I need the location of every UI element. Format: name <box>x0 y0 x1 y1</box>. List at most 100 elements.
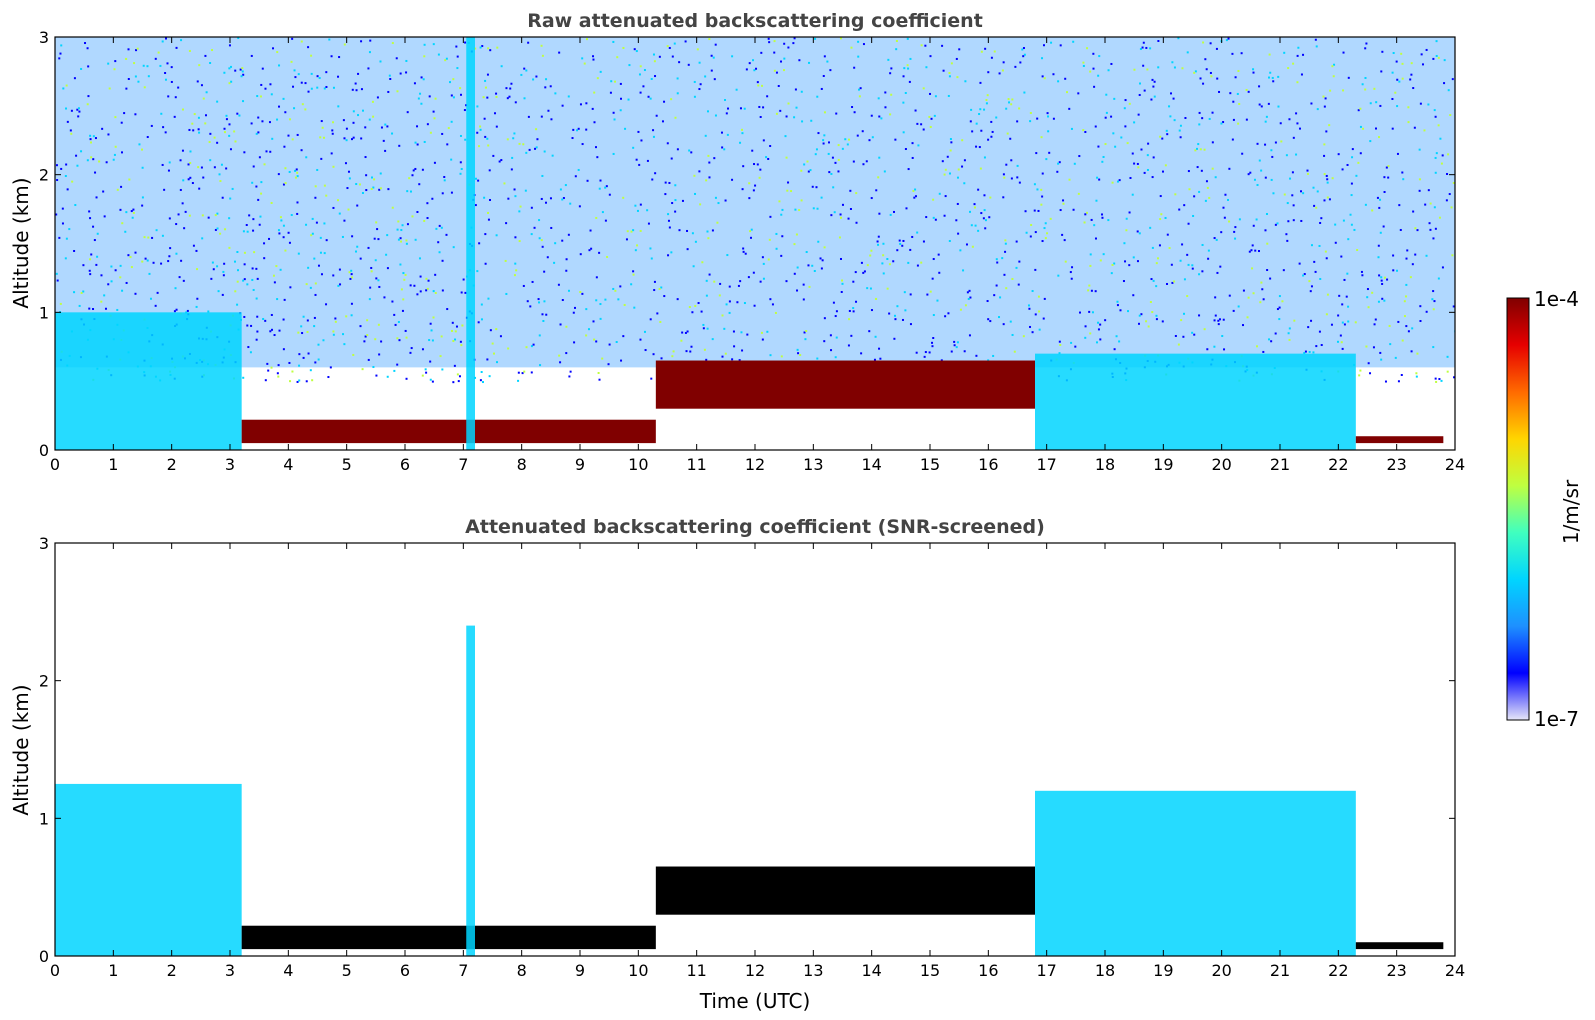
heatmap-speckle <box>259 95 262 98</box>
heatmap-speckle <box>1315 45 1318 48</box>
heatmap-speckle <box>1410 73 1413 76</box>
heatmap-speckle <box>717 202 720 205</box>
heatmap-speckle <box>404 329 407 332</box>
x-tick-label: 2 <box>167 455 177 474</box>
heatmap-speckle <box>995 284 998 287</box>
heatmap-speckle <box>477 179 480 182</box>
heatmap-speckle <box>877 243 880 246</box>
heatmap-speckle <box>1350 223 1353 226</box>
heatmap-speckle <box>953 344 956 347</box>
heatmap-speckle <box>835 112 838 115</box>
heatmap-speckle <box>300 149 303 152</box>
heatmap-speckle <box>820 267 823 270</box>
heatmap-speckle <box>268 121 271 124</box>
heatmap-speckle <box>1206 186 1209 189</box>
heatmap-speckle <box>971 245 974 248</box>
heatmap-speckle <box>373 178 376 181</box>
heatmap-feature-low-cloud-band <box>1355 942 1444 950</box>
heatmap-speckle <box>1421 63 1424 66</box>
heatmap-speckle <box>1438 216 1441 219</box>
heatmap-speckle <box>622 335 625 338</box>
heatmap-speckle <box>1395 60 1398 63</box>
heatmap-speckle <box>1413 126 1416 129</box>
heatmap-speckle <box>372 186 375 189</box>
heatmap-speckle <box>306 319 309 322</box>
heatmap-speckle <box>460 344 463 347</box>
heatmap-speckle <box>240 75 243 78</box>
heatmap-speckle <box>537 298 540 301</box>
heatmap-speckle <box>1155 285 1158 288</box>
heatmap-speckle <box>94 137 97 140</box>
heatmap-speckle <box>291 37 294 40</box>
heatmap-speckle <box>1177 343 1180 346</box>
heatmap-speckle <box>1292 204 1295 207</box>
heatmap-speckle <box>1267 102 1270 105</box>
heatmap-speckle <box>1198 111 1201 114</box>
heatmap-speckle <box>289 380 292 383</box>
heatmap-speckle <box>1341 321 1344 324</box>
heatmap-speckle <box>1099 323 1102 326</box>
heatmap-speckle <box>1184 117 1187 120</box>
x-tick-label: 14 <box>861 961 881 980</box>
heatmap-speckle <box>1375 127 1378 130</box>
heatmap-speckle <box>279 268 282 271</box>
heatmap-speckle <box>862 43 865 46</box>
heatmap-speckle <box>894 138 897 141</box>
heatmap-speckle <box>446 143 449 146</box>
heatmap-speckle <box>1277 75 1280 78</box>
heatmap-speckle <box>1164 164 1167 167</box>
heatmap-speckle <box>460 291 463 294</box>
heatmap-speckle <box>1405 295 1408 298</box>
heatmap-speckle <box>1003 273 1006 276</box>
heatmap-speckle <box>180 259 183 262</box>
heatmap-speckle <box>246 324 249 327</box>
heatmap-speckle <box>1047 115 1050 118</box>
heatmap-speckle <box>486 96 489 99</box>
heatmap-speckle <box>778 200 781 203</box>
heatmap-speckle <box>583 62 586 65</box>
heatmap-speckle <box>1274 141 1277 144</box>
heatmap-speckle <box>1088 310 1091 313</box>
heatmap-speckle <box>367 358 370 361</box>
heatmap-speckle <box>1217 323 1220 326</box>
heatmap-speckle <box>630 230 633 233</box>
heatmap-speckle <box>270 201 273 204</box>
heatmap-speckle <box>125 281 128 284</box>
heatmap-speckle <box>164 78 167 81</box>
heatmap-speckle <box>1114 145 1117 148</box>
heatmap-speckle <box>89 273 92 276</box>
heatmap-speckle <box>834 356 837 359</box>
heatmap-speckle <box>1445 199 1448 202</box>
heatmap-speckle <box>492 352 495 355</box>
heatmap-speckle <box>89 258 92 261</box>
heatmap-speckle <box>319 251 322 254</box>
heatmap-speckle <box>810 119 813 122</box>
heatmap-speckle <box>1105 93 1108 96</box>
heatmap-speckle <box>780 254 783 257</box>
heatmap-speckle <box>484 79 487 82</box>
heatmap-speckle <box>1298 127 1301 130</box>
heatmap-speckle <box>1034 231 1037 234</box>
heatmap-speckle <box>724 352 727 355</box>
heatmap-speckle <box>1437 56 1440 59</box>
heatmap-speckle <box>179 188 182 191</box>
heatmap-speckle <box>451 329 454 332</box>
x-tick-label: 11 <box>686 455 706 474</box>
heatmap-speckle <box>1326 293 1329 296</box>
heatmap-speckle <box>1010 177 1013 180</box>
heatmap-speckle <box>143 236 146 239</box>
heatmap-speckle <box>216 212 219 215</box>
heatmap-speckle <box>702 323 705 326</box>
heatmap-speckle <box>375 374 378 377</box>
heatmap-speckle <box>1228 220 1231 223</box>
heatmap-speckle <box>192 244 195 247</box>
heatmap-speckle <box>1234 237 1237 240</box>
heatmap-speckle <box>338 212 341 215</box>
heatmap-speckle <box>687 63 690 66</box>
heatmap-speckle <box>1446 355 1449 358</box>
heatmap-speckle <box>192 129 195 132</box>
heatmap-speckle <box>765 156 768 159</box>
heatmap-speckle <box>120 121 123 124</box>
heatmap-speckle <box>391 42 394 45</box>
heatmap-speckle <box>816 357 819 360</box>
